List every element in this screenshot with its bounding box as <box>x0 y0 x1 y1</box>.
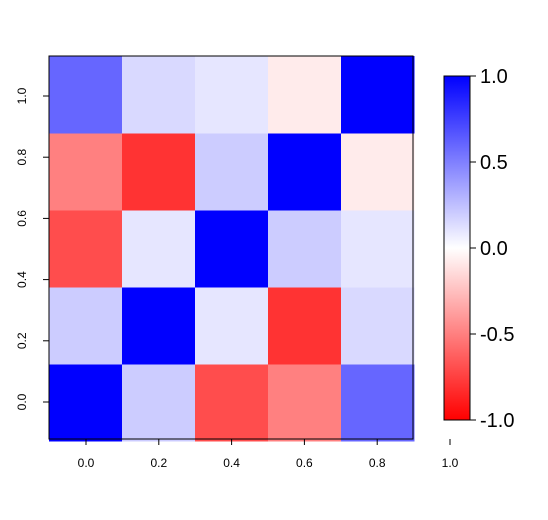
heatmap-cell <box>49 287 123 365</box>
x-tick-label: 1.0 <box>442 456 459 470</box>
heatmap-cell <box>268 364 342 442</box>
heatmap-cell <box>341 133 415 211</box>
heatmap-cell <box>49 210 123 288</box>
y-axis: 0.0 0.2 0.4 0.6 0.8 1.0 <box>15 87 49 410</box>
heatmap-cell <box>195 210 269 288</box>
y-tick-label: 0.8 <box>15 149 29 166</box>
heatmap-cell <box>268 287 342 365</box>
heatmap-cell <box>122 364 196 442</box>
colorbar-tick-label: -1.0 <box>480 410 514 432</box>
heatmap-cell <box>122 133 196 211</box>
heatmap-cell <box>122 287 196 365</box>
heatmap-cell <box>195 56 269 134</box>
heatmap-cell <box>341 210 415 288</box>
colorbar-ticks: 1.0 0.5 0.0 -0.5 -1.0 <box>470 66 514 432</box>
heatmap-cells <box>49 56 415 442</box>
y-tick-label: 1.0 <box>15 87 29 104</box>
y-tick-label: 0.0 <box>15 393 29 410</box>
heatmap-cell <box>268 133 342 211</box>
x-tick-label: 0.6 <box>296 456 313 470</box>
heatmap-cell <box>341 56 415 134</box>
heatmap-cell <box>122 210 196 288</box>
heatmap-cell <box>49 133 123 211</box>
colorbar-tick-label: 0.5 <box>480 152 508 174</box>
colorbar <box>443 75 471 421</box>
y-tick-label: 0.6 <box>15 210 29 227</box>
colorbar-tick-label: 0.0 <box>480 238 508 260</box>
x-tick-label: 0.2 <box>150 456 167 470</box>
heatmap-cell <box>49 56 123 134</box>
heatmap-cell <box>341 364 415 442</box>
colorbar-tick-label: -0.5 <box>480 324 514 346</box>
heatmap-cell <box>195 287 269 365</box>
x-axis: 0.0 0.2 0.4 0.6 0.8 1.0 <box>78 439 459 470</box>
x-tick-label: 0.4 <box>223 456 240 470</box>
plot-frame <box>48 55 414 440</box>
y-tick-label: 0.4 <box>15 271 29 288</box>
heatmap-cell <box>195 364 269 442</box>
heatmap-cell <box>49 364 123 442</box>
x-tick-label: 0.0 <box>78 456 95 470</box>
heatmap-cell <box>341 287 415 365</box>
heatmap-cell <box>195 133 269 211</box>
y-tick-label: 0.2 <box>15 332 29 349</box>
heatmap-cell <box>122 56 196 134</box>
x-tick-label: 0.8 <box>369 456 386 470</box>
colorbar-tick-label: 1.0 <box>480 66 508 88</box>
heatmap-cell <box>268 210 342 288</box>
heatmap-cell <box>268 56 342 134</box>
